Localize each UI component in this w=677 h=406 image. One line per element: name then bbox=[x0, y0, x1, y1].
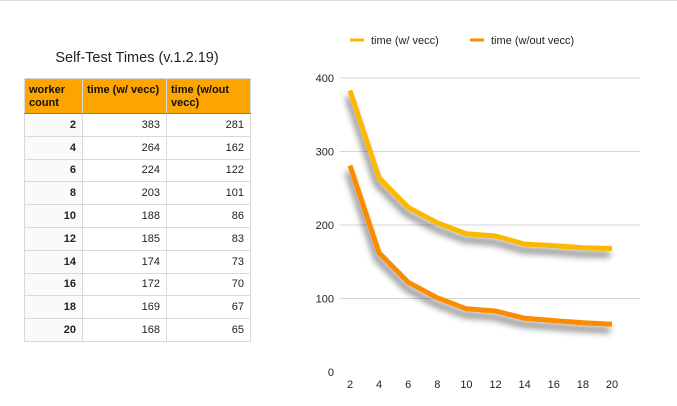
y-tick-label: 0 bbox=[328, 367, 334, 379]
x-tick-label: 8 bbox=[434, 379, 440, 391]
legend-label: time (w/ vecc) bbox=[371, 35, 439, 47]
header-worker-count: worker count bbox=[24, 78, 83, 114]
table-row: 10 188 86 bbox=[24, 204, 251, 228]
x-tick-label: 16 bbox=[548, 379, 560, 391]
x-tick-label: 2 bbox=[347, 379, 353, 391]
table-row: 4 264 162 bbox=[24, 135, 251, 160]
top-border bbox=[0, 0, 677, 1]
cell-worker-count: 12 bbox=[24, 226, 83, 251]
x-tick-label: 20 bbox=[606, 379, 618, 391]
cell-time-without-vecc: 162 bbox=[166, 135, 251, 160]
series-line-1 bbox=[347, 164, 613, 327]
legend-label: time (w/out vecc) bbox=[491, 35, 574, 47]
y-tick-label: 200 bbox=[316, 220, 334, 232]
cell-time-without-vecc: 67 bbox=[166, 295, 251, 320]
x-tick-label: 14 bbox=[519, 379, 531, 391]
data-table: worker count time (w/ vecc) time (w/out … bbox=[24, 78, 251, 342]
y-tick-label: 100 bbox=[316, 294, 334, 306]
header-time-with-vecc: time (w/ vecc) bbox=[82, 78, 167, 114]
x-tick-label: 6 bbox=[405, 379, 411, 391]
table-row: 6 224 122 bbox=[24, 158, 251, 183]
cell-time-without-vecc: 65 bbox=[166, 318, 251, 342]
x-tick-label: 4 bbox=[376, 379, 382, 391]
table-title: Self-Test Times (v.1.2.19) bbox=[55, 50, 219, 66]
cell-worker-count: 20 bbox=[24, 318, 83, 342]
cell-worker-count: 2 bbox=[24, 113, 83, 137]
cell-time-with-vecc: 188 bbox=[82, 204, 167, 228]
cell-worker-count: 18 bbox=[24, 295, 83, 320]
table-row: 8 203 101 bbox=[24, 181, 251, 206]
cell-worker-count: 16 bbox=[24, 272, 83, 297]
y-tick-label: 300 bbox=[316, 147, 334, 159]
cell-time-with-vecc: 169 bbox=[82, 295, 167, 320]
x-tick-label: 18 bbox=[577, 379, 589, 391]
table-row: 12 185 83 bbox=[24, 226, 251, 251]
cell-worker-count: 4 bbox=[24, 135, 83, 160]
x-tick-label: 12 bbox=[489, 379, 501, 391]
table-row: 20 168 65 bbox=[24, 318, 251, 342]
cell-worker-count: 6 bbox=[24, 158, 83, 183]
table-row: 18 169 67 bbox=[24, 295, 251, 320]
y-tick-label: 400 bbox=[316, 73, 334, 85]
header-time-without-vecc: time (w/out vecc) bbox=[166, 78, 251, 114]
table-row: 2 383 281 bbox=[24, 113, 251, 137]
cell-time-with-vecc: 168 bbox=[82, 318, 167, 342]
table-header-row: worker count time (w/ vecc) time (w/out … bbox=[24, 78, 251, 114]
series-line-0 bbox=[347, 89, 613, 251]
x-tick-label: 10 bbox=[460, 379, 472, 391]
